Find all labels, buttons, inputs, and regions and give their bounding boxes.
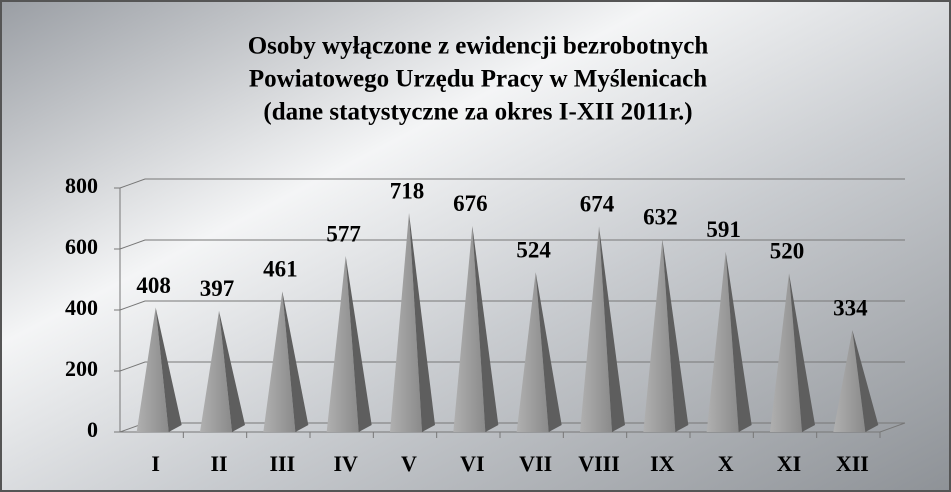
pyramid-front bbox=[833, 330, 866, 432]
value-label: 524 bbox=[516, 237, 551, 262]
pyramid bbox=[706, 251, 752, 432]
pyramid-side bbox=[472, 225, 499, 432]
value-label: 397 bbox=[200, 276, 235, 301]
y-tick-label: 600 bbox=[65, 234, 98, 259]
chart-title: Osoby wyłączone z ewidencji bezrobotnych bbox=[248, 33, 709, 60]
y-tick-label: 200 bbox=[65, 356, 98, 381]
x-tick-label: III bbox=[269, 451, 295, 476]
pyramid-front bbox=[200, 310, 232, 432]
floor-edge bbox=[879, 422, 906, 433]
pyramid-side bbox=[155, 307, 182, 432]
value-label: 676 bbox=[453, 191, 488, 216]
pyramid-side bbox=[219, 310, 245, 432]
grid-line bbox=[119, 178, 905, 189]
value-label: 718 bbox=[390, 178, 425, 203]
pyramid bbox=[770, 273, 815, 432]
value-label: 674 bbox=[580, 192, 615, 217]
x-tick-label: VI bbox=[460, 451, 484, 476]
x-tick-label: X bbox=[718, 451, 734, 476]
y-tick-label: 400 bbox=[65, 295, 98, 320]
pyramid-side bbox=[409, 213, 435, 432]
value-label: 577 bbox=[326, 221, 361, 246]
grid-line bbox=[119, 300, 905, 311]
pyramid bbox=[200, 310, 245, 432]
pyramid-side bbox=[535, 272, 562, 432]
pyramid-side bbox=[852, 330, 879, 432]
chart-title: Powiatowego Urzędu Pracy w Myślenicach bbox=[249, 66, 707, 93]
pyramid-side bbox=[599, 226, 625, 432]
pyramid bbox=[263, 291, 309, 432]
pyramid-front bbox=[136, 307, 169, 432]
pyramid bbox=[326, 256, 372, 432]
pyramid bbox=[390, 213, 435, 432]
pyramid-front bbox=[326, 256, 359, 432]
pyramid-side bbox=[725, 251, 752, 432]
pyramid-front bbox=[706, 251, 739, 432]
x-tick-label: II bbox=[210, 451, 227, 476]
x-tick-label: I bbox=[151, 451, 160, 476]
x-tick-label: XI bbox=[777, 451, 801, 476]
pyramid bbox=[643, 239, 689, 432]
chart-title: (dane statystyczne za okres I-XII 2011r.… bbox=[263, 99, 692, 126]
pyramid bbox=[453, 225, 499, 432]
pyramid-side bbox=[345, 256, 372, 432]
pyramid-front bbox=[643, 239, 676, 432]
x-tick-label: IX bbox=[650, 451, 675, 476]
y-tick-label: 800 bbox=[65, 173, 98, 198]
pyramid-side bbox=[282, 291, 309, 432]
value-label: 461 bbox=[263, 257, 298, 282]
pyramid-front bbox=[263, 291, 296, 432]
value-label: 334 bbox=[833, 295, 868, 320]
pyramid bbox=[833, 330, 879, 432]
x-tick-label: V bbox=[401, 451, 417, 476]
x-tick-label: VII bbox=[519, 451, 552, 476]
pyramid-front bbox=[770, 273, 802, 432]
value-label: 408 bbox=[136, 273, 171, 298]
x-tick-label: IV bbox=[333, 451, 358, 476]
pyramid-front bbox=[516, 272, 549, 432]
x-tick-label: VIII bbox=[578, 451, 620, 476]
pyramid bbox=[136, 307, 182, 432]
x-tick-label: XII bbox=[836, 451, 869, 476]
pyramid-front bbox=[390, 213, 422, 432]
grid-line bbox=[119, 239, 905, 250]
pyramid bbox=[580, 226, 625, 432]
pyramid-side bbox=[789, 273, 815, 432]
y-tick-label: 0 bbox=[87, 417, 98, 442]
value-label: 591 bbox=[706, 217, 741, 242]
value-label: 520 bbox=[770, 239, 805, 264]
pyramid-front bbox=[453, 225, 486, 432]
pyramid bbox=[516, 272, 562, 432]
value-label: 632 bbox=[643, 205, 678, 230]
pyramid-side bbox=[662, 239, 689, 432]
pyramid-front bbox=[580, 226, 612, 432]
